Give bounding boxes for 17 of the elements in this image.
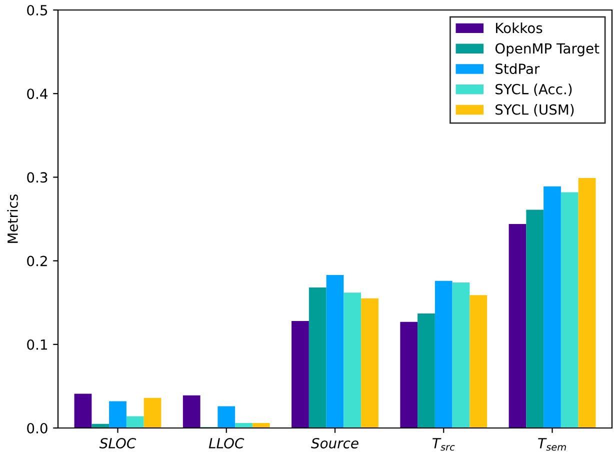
y-tick-label: 0.4 [27,88,48,100]
x-tick-label: T$_{src}$ [432,438,455,451]
legend-label: OpenMP Target [495,43,600,56]
y-tick-label: 0.3 [27,172,48,183]
y-axis-title: Metrics [7,194,18,243]
legend-label: SYCL (Acc.) [496,84,572,96]
legend-label: Kokkos [496,22,542,34]
legend-label: SYCL (USM) [496,104,574,116]
y-tick-label: 0.0 [27,422,48,434]
y-tick-label: 0.2 [27,256,47,266]
x-tick-label: LLOC [208,438,244,448]
x-tick-label: T$_{sem}$ [538,438,566,451]
x-tick-label: SLOC [99,438,136,448]
legend-label: StdPar [496,63,540,74]
y-tick-label: 0.1 [27,339,47,350]
y-tick-label: 0.5 [27,4,48,16]
x-tick-label: Source [311,438,358,448]
